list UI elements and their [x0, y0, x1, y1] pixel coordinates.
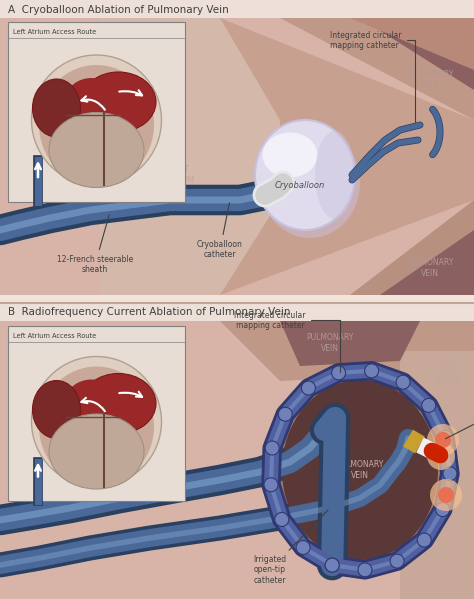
Polygon shape [100, 18, 474, 295]
FancyBboxPatch shape [0, 303, 474, 321]
Text: LEFT
ATRIUM: LEFT ATRIUM [434, 365, 463, 386]
Text: Lesions: Lesions [446, 410, 474, 438]
FancyBboxPatch shape [0, 18, 474, 295]
Polygon shape [300, 200, 474, 295]
Circle shape [296, 540, 310, 555]
Circle shape [434, 449, 448, 463]
Ellipse shape [260, 128, 360, 238]
Ellipse shape [274, 373, 446, 567]
Circle shape [436, 503, 450, 516]
Polygon shape [100, 18, 280, 295]
Circle shape [390, 554, 404, 568]
Polygon shape [220, 321, 474, 381]
Ellipse shape [66, 380, 117, 419]
Polygon shape [280, 321, 420, 366]
FancyBboxPatch shape [8, 326, 185, 501]
Circle shape [325, 558, 339, 572]
Circle shape [275, 513, 289, 527]
Circle shape [438, 487, 454, 503]
Text: Left Atrium Access Route: Left Atrium Access Route [13, 333, 96, 339]
Circle shape [396, 375, 410, 389]
Text: LEFT
ATRIUM: LEFT ATRIUM [165, 165, 194, 186]
Ellipse shape [31, 356, 162, 486]
Ellipse shape [282, 380, 438, 560]
Polygon shape [380, 230, 474, 295]
Circle shape [427, 424, 459, 456]
Text: 12-French steerable
sheath: 12-French steerable sheath [57, 214, 133, 274]
Circle shape [427, 442, 455, 470]
Ellipse shape [39, 367, 154, 486]
Text: PULMONARY
VEIN: PULMONARY VEIN [406, 69, 454, 90]
Circle shape [332, 366, 346, 380]
Circle shape [417, 533, 431, 547]
Ellipse shape [36, 371, 156, 441]
Ellipse shape [66, 78, 117, 118]
Ellipse shape [255, 120, 355, 230]
Circle shape [430, 479, 462, 511]
FancyBboxPatch shape [0, 0, 474, 18]
Ellipse shape [33, 380, 81, 438]
Text: Cryoballoon
catheter: Cryoballoon catheter [197, 202, 243, 259]
Circle shape [265, 441, 279, 455]
Text: A  Cryoballoon Ablation of Pulmonary Vein: A Cryoballoon Ablation of Pulmonary Vein [8, 5, 229, 15]
Polygon shape [400, 351, 474, 599]
Ellipse shape [36, 70, 156, 140]
Polygon shape [310, 18, 474, 90]
Text: Irrigated
open-tip
catheter: Irrigated open-tip catheter [254, 510, 328, 585]
Circle shape [325, 558, 339, 572]
Ellipse shape [263, 132, 318, 177]
Text: Cryoballoon: Cryoballoon [275, 180, 325, 189]
Ellipse shape [315, 131, 355, 219]
Ellipse shape [33, 79, 81, 137]
Text: PULMONARY
VEIN: PULMONARY VEIN [337, 459, 383, 480]
Circle shape [264, 478, 278, 492]
Text: PULMONARY
VEIN: PULMONARY VEIN [306, 332, 354, 353]
Polygon shape [220, 18, 474, 120]
Ellipse shape [31, 55, 162, 185]
Circle shape [438, 430, 452, 444]
Ellipse shape [264, 362, 456, 577]
Ellipse shape [81, 72, 156, 132]
Ellipse shape [81, 374, 156, 434]
Circle shape [301, 381, 316, 395]
Text: Left Atrium Access Route: Left Atrium Access Route [13, 29, 96, 35]
Text: Integrated circular
mapping catheter: Integrated circular mapping catheter [330, 31, 415, 122]
Circle shape [435, 432, 451, 448]
Ellipse shape [39, 65, 154, 185]
Polygon shape [350, 18, 474, 70]
Circle shape [443, 467, 457, 480]
Circle shape [278, 407, 292, 421]
Text: PULMONARY
VEIN: PULMONARY VEIN [406, 258, 454, 279]
FancyBboxPatch shape [0, 321, 474, 599]
Ellipse shape [49, 414, 144, 489]
Circle shape [422, 398, 436, 412]
Text: Integrated circular
mapping catheter: Integrated circular mapping catheter [234, 311, 340, 372]
Circle shape [365, 364, 379, 378]
FancyBboxPatch shape [8, 22, 185, 202]
Text: B  Radiofrequency Current Ablation of Pulmonary Vein: B Radiofrequency Current Ablation of Pul… [8, 307, 291, 317]
Circle shape [358, 563, 372, 577]
Ellipse shape [49, 113, 144, 187]
